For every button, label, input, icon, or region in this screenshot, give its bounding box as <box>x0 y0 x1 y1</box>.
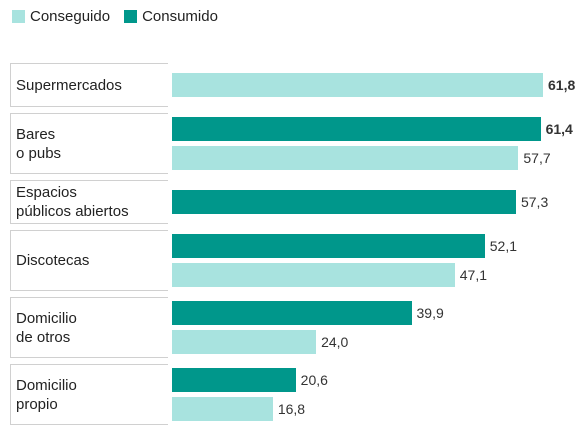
category-label: Domicilio propio <box>16 376 77 413</box>
bar <box>172 263 455 287</box>
legend-swatch <box>12 10 25 23</box>
row-box <box>10 230 168 291</box>
value-label: 24,0 <box>321 334 349 350</box>
category-label: Supermercados <box>16 76 122 94</box>
legend-item: Conseguido <box>12 8 110 25</box>
category-label: Bares o pubs <box>16 125 62 162</box>
value-label: 61,4 <box>545 121 573 137</box>
category-label: Discotecas <box>16 252 90 269</box>
row-box <box>10 364 168 425</box>
bar <box>172 117 541 141</box>
value-label: 47,1 <box>459 267 487 283</box>
bar <box>172 368 296 392</box>
row-box <box>10 63 168 107</box>
row-box <box>10 180 168 224</box>
row-box <box>10 113 168 174</box>
legend-label: Conseguido <box>30 8 111 25</box>
bar <box>172 330 317 354</box>
value-label: 57,3 <box>520 194 549 210</box>
value-label: 16,8 <box>277 401 306 417</box>
legend-item: Consumido <box>124 8 218 25</box>
legend-swatch <box>124 10 138 23</box>
bar <box>172 73 543 97</box>
value-label: 61,8 <box>548 77 576 93</box>
category-label: Espacios públicos abiertos <box>16 184 129 220</box>
bar <box>172 190 516 214</box>
value-label: 20,6 <box>300 372 328 388</box>
bar <box>172 397 273 421</box>
bar <box>172 146 519 170</box>
bar <box>172 234 485 258</box>
legend-label: Consumido <box>142 8 218 25</box>
value-label: 57,7 <box>523 150 551 166</box>
category-label: Domicilio de otros <box>16 309 77 346</box>
value-label: 39,9 <box>416 305 444 321</box>
value-label: 52,1 <box>489 238 518 254</box>
row-box <box>10 297 168 358</box>
bar <box>172 301 412 325</box>
legend: Conseguido Consumido <box>12 8 218 25</box>
